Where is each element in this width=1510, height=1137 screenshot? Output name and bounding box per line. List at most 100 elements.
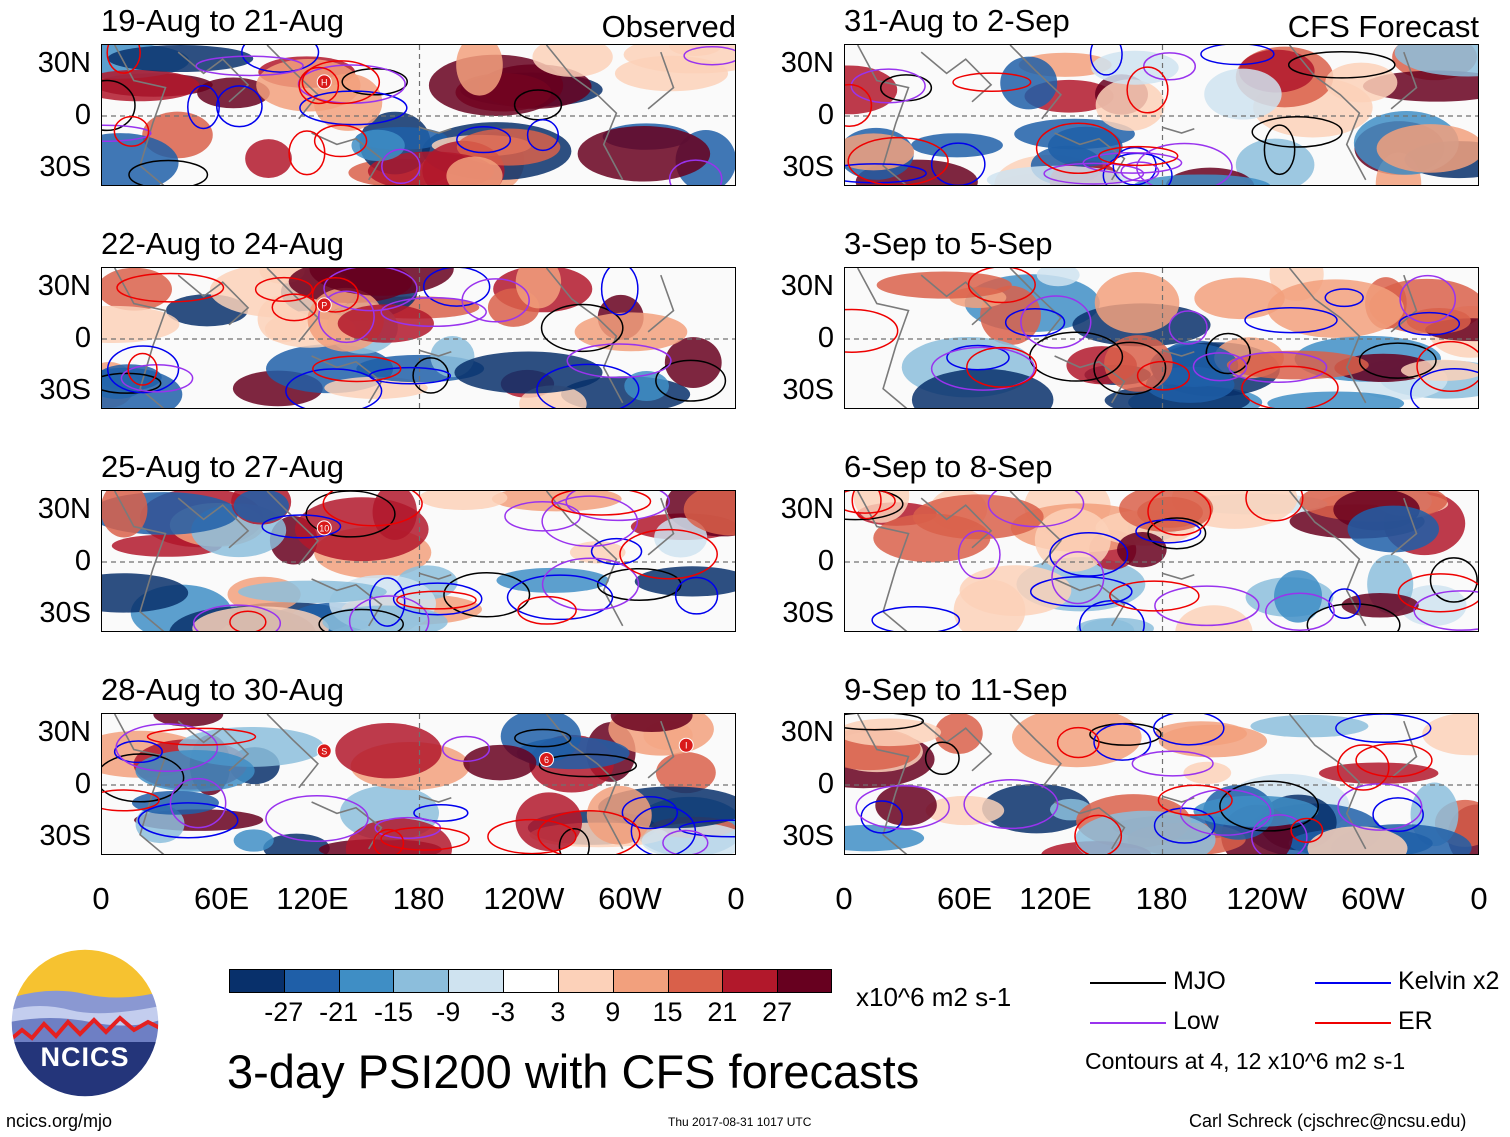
coastline bbox=[177, 497, 250, 549]
coastline bbox=[419, 349, 452, 357]
storm-marker-label: 10 bbox=[319, 523, 329, 533]
filter-contour bbox=[285, 368, 383, 408]
filter-contour bbox=[254, 276, 314, 302]
map-panel: 10 bbox=[101, 490, 736, 632]
psi-anomaly-cell bbox=[1394, 45, 1478, 77]
psi-anomaly-cell bbox=[324, 376, 428, 399]
psi-anomaly-cell bbox=[654, 517, 708, 558]
logo-text: NCICS bbox=[40, 1042, 130, 1072]
filter-contour bbox=[967, 268, 1036, 304]
filter-contour bbox=[1043, 162, 1145, 185]
lat-tick-label: 30S bbox=[782, 820, 834, 852]
psi-anomaly-cell bbox=[1307, 826, 1408, 854]
filter-contour bbox=[871, 605, 961, 631]
lat-tick-label: 0 bbox=[817, 99, 834, 131]
coastline bbox=[177, 274, 250, 326]
coastline bbox=[177, 720, 250, 772]
psi-anomaly-cell bbox=[1133, 174, 1271, 185]
filter-contour bbox=[313, 124, 368, 158]
filter-contour bbox=[590, 537, 643, 565]
coastline bbox=[1288, 268, 1367, 404]
psi-anomaly-cell bbox=[845, 824, 925, 852]
filter-contour bbox=[517, 595, 577, 625]
filter-contour bbox=[845, 308, 899, 353]
filter-contour bbox=[301, 60, 381, 105]
filter-contour bbox=[1328, 588, 1361, 619]
filter-contour bbox=[461, 278, 530, 323]
coastline bbox=[1054, 132, 1126, 181]
panel-title: 31-Aug to 2-Sep bbox=[844, 3, 1070, 38]
filter-contour bbox=[946, 344, 1010, 371]
filter-contour bbox=[1251, 814, 1308, 854]
psi-anomaly-cell bbox=[102, 69, 200, 102]
lat-tick-label: 30N bbox=[780, 493, 834, 525]
filter-contour bbox=[678, 819, 735, 838]
psi-anomaly-cell bbox=[624, 370, 669, 401]
colorbar-tick-label: -21 bbox=[319, 997, 359, 1027]
filter-contour bbox=[487, 818, 577, 854]
footer-url[interactable]: ncics.org/mjo bbox=[6, 1111, 113, 1131]
colorbar-swatch bbox=[612, 969, 668, 993]
coastline bbox=[856, 714, 910, 854]
filter-contour bbox=[412, 357, 450, 394]
psi-anomaly-cell bbox=[1267, 279, 1404, 338]
lon-tick-label: 180 bbox=[392, 881, 445, 916]
filter-contour bbox=[241, 45, 320, 73]
filter-contour bbox=[102, 753, 185, 803]
legend-label: Low bbox=[1173, 1007, 1219, 1035]
coastline bbox=[266, 491, 319, 566]
psi-anomaly-cell bbox=[419, 491, 508, 510]
filter-contour bbox=[1004, 308, 1066, 337]
filter-contour bbox=[674, 576, 719, 615]
filter-contour bbox=[1335, 714, 1432, 743]
psi-anomaly-cell bbox=[192, 606, 329, 631]
psi-anomaly-cell bbox=[875, 784, 937, 826]
psi-anomaly-cell bbox=[337, 304, 434, 343]
colorbar-swatch bbox=[557, 969, 613, 993]
map-panel: P bbox=[101, 267, 736, 409]
filter-contour bbox=[113, 115, 150, 147]
psi-anomaly-cell bbox=[446, 156, 503, 185]
psi-anomaly-cell bbox=[197, 77, 270, 109]
filter-contour bbox=[305, 491, 396, 538]
filter-contour bbox=[1135, 519, 1202, 544]
lat-tick-label: 30N bbox=[780, 47, 834, 79]
lat-tick-label: 30S bbox=[782, 151, 834, 183]
filter-contour bbox=[1205, 332, 1251, 375]
coastline bbox=[419, 126, 452, 134]
filter-contour bbox=[456, 126, 512, 154]
lon-tick-label: 120E bbox=[1019, 881, 1092, 916]
filter-contour bbox=[229, 610, 267, 631]
filter-contour bbox=[600, 268, 639, 316]
filter-contour bbox=[1399, 274, 1457, 324]
storm-marker-label: P bbox=[321, 300, 327, 310]
storm-marker-dot bbox=[678, 737, 694, 753]
psi-anomaly-cell bbox=[1047, 126, 1123, 167]
lat-tick-label: 0 bbox=[74, 322, 91, 354]
coastline bbox=[1162, 126, 1195, 134]
coastline bbox=[545, 491, 624, 627]
filter-contour bbox=[102, 79, 136, 132]
lat-tick-label: 30S bbox=[782, 597, 834, 629]
filter-contour bbox=[192, 604, 282, 631]
map-panel: S 6 I bbox=[101, 713, 736, 855]
ncics-logo: NCICS bbox=[10, 948, 160, 1098]
psi-anomaly-cell bbox=[1325, 62, 1398, 103]
filter-contour bbox=[551, 491, 652, 516]
panel-title: 19-Aug to 21-Aug bbox=[101, 3, 345, 38]
storm-marker-label: H bbox=[321, 77, 328, 87]
filter-contour bbox=[271, 293, 317, 322]
filter-contour bbox=[566, 343, 672, 379]
storm-marker-dot bbox=[316, 297, 332, 313]
filter-contour bbox=[1074, 814, 1123, 854]
map-panel bbox=[844, 44, 1479, 186]
coastline bbox=[113, 714, 167, 854]
lat-tick-label: 30N bbox=[37, 47, 91, 79]
colorbar-tick-label: -27 bbox=[264, 997, 304, 1027]
filter-contour bbox=[655, 359, 727, 402]
storm-marker: S bbox=[316, 743, 332, 759]
filter-contour bbox=[621, 795, 679, 830]
filter-contour bbox=[845, 714, 925, 731]
filter-contour bbox=[1355, 742, 1433, 778]
filter-contour bbox=[662, 829, 709, 854]
